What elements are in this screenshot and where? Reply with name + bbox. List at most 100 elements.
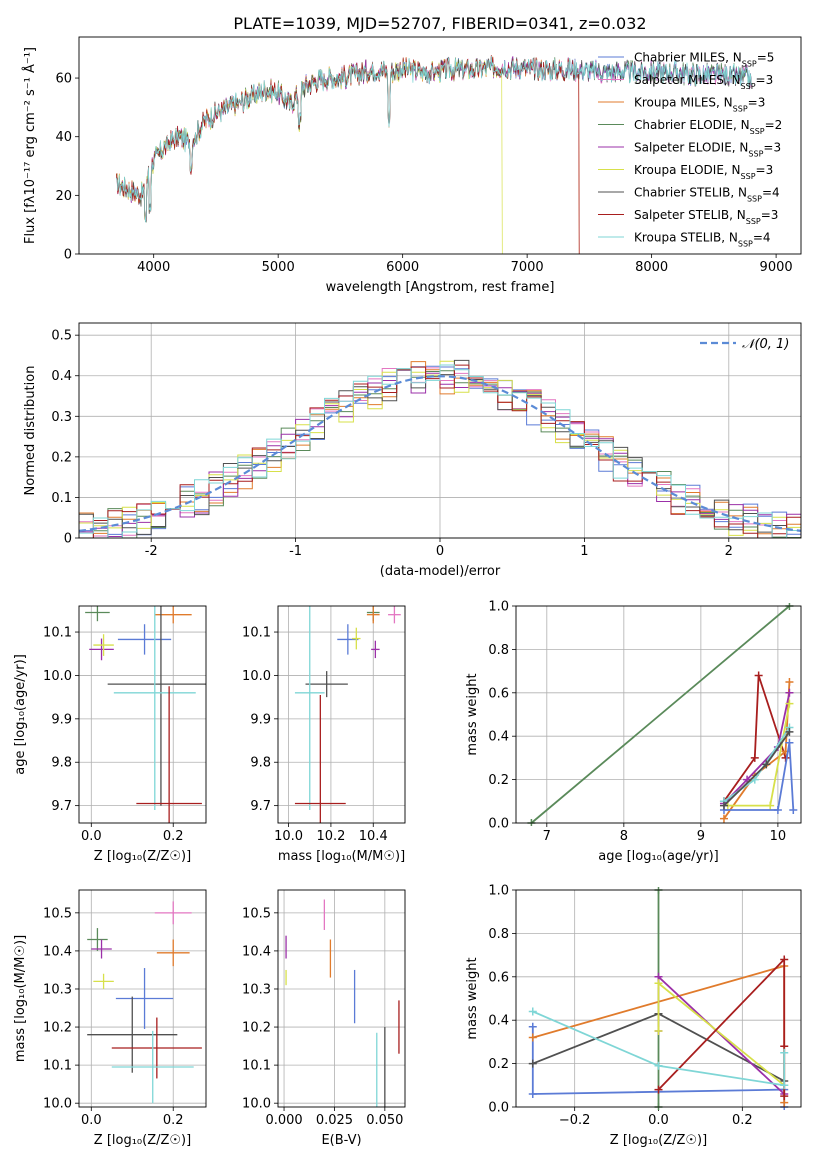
errorbar-point [91, 939, 112, 959]
massweight-vs-Z-panel: −0.2 0.0 0.2 0.0 0.2 0.4 0.6 0.8 1.0 Z [log₁₀(Z/Z… [465, 884, 802, 1148]
axes-frame [515, 889, 802, 1108]
weight-marker [789, 805, 798, 814]
axes-frame [78, 605, 207, 824]
weight-marker [785, 688, 794, 697]
x-tick-label: 0.2 [163, 1113, 184, 1128]
weight-marker [654, 1061, 663, 1070]
weight-marker [750, 775, 759, 784]
legend-label: Kroupa MILES, NSSP=3 [634, 96, 765, 114]
weight-marker [750, 753, 759, 762]
x-axis-label: (data-model)/error [380, 564, 501, 579]
age-vs-mass-panel: 10.0 10.2 10.4 9.7 9.8 9.9 10.0 10.1 mass [log₁₀… [242, 605, 406, 864]
errorbar-point [111, 1017, 202, 1079]
errorbar-point [93, 634, 114, 656]
y-tick-label: 9.8 [51, 756, 72, 771]
errorbar-point [371, 640, 380, 659]
errorbar-point [89, 638, 114, 661]
weight-marker [528, 1089, 537, 1098]
x-tick-label: -2 [145, 544, 158, 559]
y-tick-label: 0.2 [488, 1057, 509, 1072]
y-tick-label: 10.3 [242, 982, 271, 997]
x-axis-label: Z [log₁₀(Z/Z☉)] [94, 849, 191, 864]
y-tick-label: 10.0 [242, 669, 271, 684]
weight-marker [785, 738, 794, 747]
spectrum-panel: 4000 5000 6000 7000 8000 9000 0 20 40 60 wavelengt… [22, 36, 802, 295]
weight-marker [719, 814, 728, 823]
y-tick-label: 10.5 [43, 906, 72, 921]
y-tick-label: 0.6 [488, 970, 509, 985]
legend-label: Chabrier ELODIE, NSSP=2 [634, 118, 782, 136]
weight-marker [785, 699, 794, 708]
legend-label: Chabrier MILES, NSSP=5 [634, 51, 774, 69]
normal-curve [79, 375, 801, 532]
x-tick-label: 5000 [262, 260, 295, 275]
age-vs-Z-panel: 0.0 0.2 9.7 9.8 9.9 10.0 10.1 Z [log₁₀(Z/Z☉)] ag… [13, 605, 207, 864]
y-tick-label: 0.2 [51, 450, 72, 465]
errorbar-point [117, 624, 172, 655]
x-tick-label: 10.2 [316, 829, 345, 844]
x-tick-label: 9000 [760, 260, 793, 275]
y-axis-label: Normed distribution [23, 366, 38, 496]
y-tick-label: 0 [64, 248, 72, 263]
axes-frame [277, 605, 406, 824]
y-tick-label: 0.1 [51, 491, 72, 506]
x-tick-label: 7000 [511, 260, 544, 275]
axes-frame [78, 322, 802, 539]
mass-vs-Z-panel: 0.0 0.2 10.0 10.1 10.2 10.3 10.4 10.5 Z [log₁₀(Z… [13, 889, 207, 1148]
y-tick-label: 0.4 [488, 1014, 509, 1029]
errorbars [285, 899, 400, 1107]
y-tick-label: 0.0 [488, 817, 509, 832]
y-tick-label: 0.5 [51, 329, 72, 344]
legend-label: 𝒩(0, 1) [742, 337, 789, 352]
weight-marker [780, 1081, 789, 1090]
spectrum-legend: Chabrier MILES, NSSP=5 Salpeter MILES, NS… [598, 51, 782, 248]
weight-lines [527, 603, 798, 826]
y-tick-label: 10.2 [43, 1021, 72, 1036]
y-tick-label: 1.0 [488, 884, 509, 899]
errorbar-point [85, 606, 110, 622]
y-tick-label: 0.4 [488, 730, 509, 745]
weight-marker [654, 1085, 663, 1094]
x-tick-label: 0.2 [163, 829, 184, 844]
y-tick-label: 0.6 [488, 686, 509, 701]
errorbar-point [115, 968, 174, 1029]
axes-frame [78, 889, 207, 1108]
weight-marker [773, 805, 782, 814]
y-axis-label: mass weight [465, 673, 480, 755]
x-tick-label: 0.025 [316, 1113, 353, 1128]
histograms [79, 359, 801, 538]
errorbar-point [156, 939, 190, 967]
x-tick-label: 10.4 [359, 829, 388, 844]
legend-label: Kroupa ELODIE, NSSP=3 [634, 163, 773, 181]
weight-marker [528, 1022, 537, 1031]
x-tick-label: 8000 [635, 260, 668, 275]
errorbar-point [154, 901, 192, 925]
weight-marker [754, 671, 763, 680]
y-tick-label: 10.0 [43, 1097, 72, 1112]
y-tick-label: 10.4 [242, 944, 271, 959]
mass-vs-ebv-panel: 0.000 0.025 0.050 10.0 10.1 10.2 10.3 10.4 10.5 E… [242, 889, 406, 1148]
y-tick-label: 20 [55, 189, 72, 204]
x-tick-label: 7 [543, 829, 551, 844]
spectrum-lines [115, 55, 752, 254]
errorbar-point [337, 624, 359, 655]
y-tick-label: 0.4 [51, 369, 72, 384]
x-axis-label: Z [log₁₀(Z/Z☉)] [94, 1133, 191, 1148]
y-axis-label: Flux [fλ10⁻¹⁷ erg cm⁻² s⁻¹ Å⁻¹] [22, 47, 38, 244]
x-tick-label: 6000 [386, 260, 419, 275]
x-axis-label: Z [log₁₀(Z/Z☉)] [610, 1133, 707, 1148]
legend-label: Chabrier STELIB, NSSP=4 [634, 186, 780, 204]
axes-frame [277, 889, 406, 1108]
x-tick-label: −0.2 [559, 1113, 591, 1128]
y-tick-label: 1.0 [488, 600, 509, 615]
errorbar-point [87, 996, 178, 1073]
x-tick-label: 10.0 [274, 829, 303, 844]
errorbar-point [136, 686, 202, 823]
errorbar-point [366, 606, 380, 624]
y-tick-label: 10.0 [43, 669, 72, 684]
x-tick-label: 0.0 [81, 1113, 102, 1128]
figure-title: PLATE=1039, MJD=52707, FIBERID=0341, z=0… [233, 14, 646, 33]
x-tick-label: 0.050 [366, 1113, 403, 1128]
y-tick-label: 10.4 [43, 944, 72, 959]
